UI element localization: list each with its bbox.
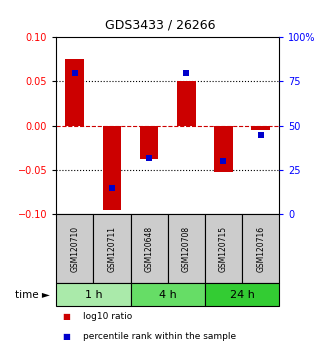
Text: 4 h: 4 h bbox=[159, 290, 177, 300]
Text: 24 h: 24 h bbox=[230, 290, 255, 300]
Text: ■: ■ bbox=[63, 332, 71, 341]
Text: GSM120711: GSM120711 bbox=[108, 226, 117, 272]
Bar bbox=[131, 214, 168, 283]
Text: GSM120708: GSM120708 bbox=[182, 225, 191, 272]
Bar bbox=[205, 283, 279, 306]
Bar bbox=[168, 214, 205, 283]
Bar bbox=[214, 126, 233, 172]
Bar bbox=[56, 214, 93, 283]
Bar bbox=[205, 214, 242, 283]
Text: time ►: time ► bbox=[15, 290, 50, 300]
Text: 1 h: 1 h bbox=[84, 290, 102, 300]
Bar bbox=[93, 214, 131, 283]
Bar bbox=[242, 214, 279, 283]
Text: GSM120710: GSM120710 bbox=[70, 225, 79, 272]
Text: percentile rank within the sample: percentile rank within the sample bbox=[83, 332, 237, 341]
Text: GSM120715: GSM120715 bbox=[219, 225, 228, 272]
Bar bbox=[65, 59, 84, 126]
Bar bbox=[177, 81, 195, 126]
Bar bbox=[140, 126, 159, 159]
Bar bbox=[251, 126, 270, 130]
Bar bbox=[131, 283, 205, 306]
Bar bbox=[103, 126, 121, 210]
Text: GSM120648: GSM120648 bbox=[145, 225, 154, 272]
Text: GSM120716: GSM120716 bbox=[256, 225, 265, 272]
Text: GDS3433 / 26266: GDS3433 / 26266 bbox=[105, 19, 216, 32]
Bar bbox=[56, 283, 131, 306]
Text: ■: ■ bbox=[63, 312, 71, 321]
Text: log10 ratio: log10 ratio bbox=[83, 312, 133, 321]
